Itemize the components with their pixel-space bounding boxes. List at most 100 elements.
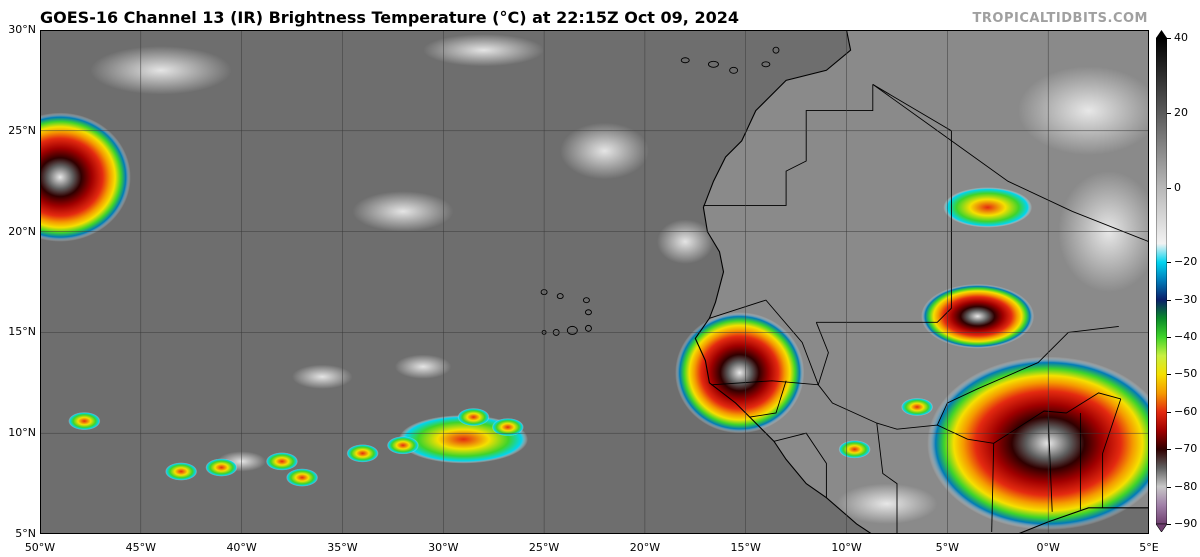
- convective-cell: [491, 418, 524, 437]
- colorbar-tick-label: −90: [1174, 517, 1198, 530]
- lat-tick-label: 20°N: [8, 224, 36, 238]
- colorbar-tick-label: −20: [1174, 255, 1198, 269]
- country-border: [872, 84, 1149, 243]
- country-border: [773, 432, 827, 498]
- satellite-ir-map: [40, 30, 1149, 534]
- colorbar-tick: [1167, 486, 1171, 488]
- country-border: [1047, 417, 1053, 512]
- convective-cell: [265, 452, 298, 471]
- lon-tick-label: 5°E: [1139, 541, 1159, 554]
- colorbar-tick: [1167, 524, 1171, 525]
- colorbar-tick-label: −40: [1174, 330, 1198, 344]
- country-border: [817, 384, 1121, 444]
- island-outline: [729, 66, 739, 74]
- cloud-layer: [90, 34, 1149, 524]
- colorbar-tick-label: −30: [1174, 292, 1198, 306]
- convective-cell: [901, 397, 934, 416]
- colorbar-tick: [1167, 449, 1171, 451]
- colorbar-tick: [1167, 299, 1171, 301]
- graticule-layer: [40, 30, 1149, 534]
- colorbar-tick: [1167, 337, 1171, 339]
- map-frame: [40, 30, 1149, 534]
- convective-cell: [165, 462, 198, 481]
- storm-algeria-cloud: [943, 187, 1033, 228]
- lat-tick-label: 5°N: [15, 527, 36, 540]
- island-outline: [582, 297, 590, 304]
- island-outline: [680, 57, 690, 64]
- country-border: [1102, 398, 1122, 508]
- colorbar-tick: [1167, 262, 1171, 264]
- island-outline: [556, 293, 564, 300]
- lon-tick-label: 0°W: [1036, 541, 1060, 554]
- colorbar-tick: [1167, 374, 1171, 376]
- colorbar-tick-label: −50: [1174, 367, 1198, 381]
- colorbar-tick-label: −60: [1174, 404, 1198, 418]
- country-border: [991, 443, 995, 533]
- colorbar-tick: [1167, 38, 1171, 39]
- lat-tick-label: 25°N: [8, 123, 36, 137]
- convective-cell: [457, 408, 490, 427]
- country-border: [709, 299, 819, 386]
- cloud-streak: [657, 219, 714, 264]
- cloud-streak: [90, 46, 232, 95]
- convective-cell: [286, 468, 319, 487]
- lon-tick-label: 50°W: [24, 541, 56, 554]
- lon-tick-label: 15°W: [730, 541, 761, 554]
- cloud-streak: [423, 34, 545, 67]
- lon-tick-label: 20°W: [629, 541, 661, 554]
- cloud-streak: [560, 122, 649, 180]
- colorbar-tick-label: 40: [1174, 31, 1188, 44]
- lon-tick-label: 35°W: [327, 541, 358, 554]
- country-border: [703, 84, 874, 206]
- colorbar-tick: [1167, 187, 1171, 189]
- convective-cell: [68, 412, 101, 431]
- country-border: [876, 423, 898, 534]
- island-outline: [585, 309, 592, 316]
- storm-mcs-senegal: [675, 312, 805, 434]
- lon-tick-label: 5°W: [935, 541, 960, 554]
- colorbar-top-arrow: [1156, 30, 1167, 38]
- africa-coastline: [694, 30, 1149, 534]
- country-border: [749, 380, 787, 418]
- lat-tick-label: 15°N: [8, 325, 36, 339]
- cloud-streak: [394, 354, 452, 379]
- storm-hurricane-west-edge: [40, 112, 131, 242]
- coastline-layer: [540, 30, 1149, 534]
- convective-cell: [205, 458, 238, 477]
- cloud-streak: [1017, 66, 1149, 155]
- colorbar-tick-label: −80: [1174, 479, 1198, 493]
- island-outline: [761, 61, 771, 68]
- lon-tick-label: 40°W: [226, 541, 257, 554]
- colorbar-tick-label: 0: [1174, 180, 1181, 194]
- cloud-streak: [836, 483, 938, 524]
- lat-tick-label: 30°N: [8, 23, 36, 36]
- lon-tick-label: 25°W: [528, 541, 560, 554]
- island-outline: [772, 46, 780, 54]
- colorbar-tick: [1167, 112, 1171, 114]
- storm-mcs-gulf-guinea: [927, 356, 1149, 530]
- island-outline: [585, 324, 592, 332]
- storm-mcs-mali: [921, 284, 1035, 349]
- colorbar-tick: [1167, 411, 1171, 413]
- island-outline: [708, 60, 719, 68]
- map-title: GOES-16 Channel 13 (IR) Brightness Tempe…: [40, 8, 739, 27]
- cloud-streak: [292, 364, 353, 389]
- convective-cell: [346, 444, 379, 463]
- colorbar-bottom-arrow: [1156, 523, 1167, 532]
- country-border: [816, 84, 952, 323]
- colorbar: [1156, 30, 1167, 532]
- island-outline: [566, 325, 578, 335]
- lon-tick-label: 10°W: [831, 541, 862, 554]
- credit-watermark: TROPICALTIDBITS.COM: [972, 11, 1148, 26]
- convective-cell: [838, 440, 871, 459]
- lat-tick-label: 10°N: [8, 426, 36, 440]
- country-border: [936, 325, 1119, 426]
- colorbar-tick-label: −70: [1174, 442, 1198, 456]
- ir-imagery-layer: [40, 30, 1149, 534]
- lon-tick-label: 30°W: [428, 541, 459, 554]
- colorbar-gradient: [1156, 37, 1167, 525]
- colorbar-tick-label: 20: [1174, 105, 1188, 119]
- lon-tick-label: 45°W: [125, 541, 156, 554]
- cloud-streak: [352, 191, 454, 232]
- convective-cell: [386, 436, 419, 455]
